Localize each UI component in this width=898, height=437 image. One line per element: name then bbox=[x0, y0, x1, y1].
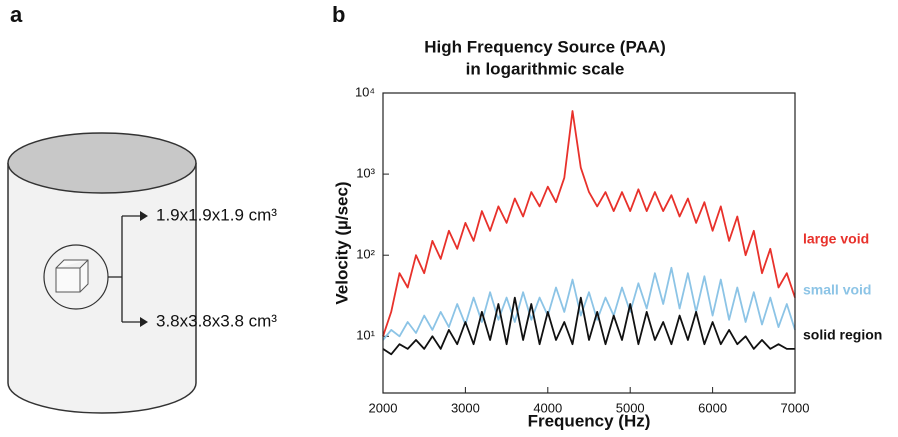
x-tick-label: 2000 bbox=[369, 400, 398, 415]
chart-subtitle: in logarithmic scale bbox=[466, 59, 625, 78]
series-line bbox=[382, 110, 796, 337]
connector bbox=[108, 215, 140, 323]
legend-label: small void bbox=[803, 282, 871, 298]
x-tick-label: 4000 bbox=[533, 400, 562, 415]
dimension-label: 3.8x3.8x3.8 cm³ bbox=[156, 311, 277, 330]
plot-frame bbox=[382, 92, 796, 394]
x-axis-label: Frequency (Hz) bbox=[528, 411, 651, 430]
series-line bbox=[382, 266, 796, 341]
x-tick-label: 3000 bbox=[451, 400, 480, 415]
chart-title: High Frequency Source (PAA) bbox=[424, 37, 666, 56]
y-tick-label: 10⁴ bbox=[355, 84, 375, 99]
legend-label: large void bbox=[803, 231, 869, 247]
y-tick-label: 10³ bbox=[356, 166, 375, 181]
cube bbox=[55, 259, 89, 293]
cylinder-top bbox=[7, 132, 197, 194]
x-tick-label: 7000 bbox=[781, 400, 810, 415]
cylinder-diagram bbox=[7, 132, 197, 414]
dimension-label: 1.9x1.9x1.9 cm³ bbox=[156, 205, 277, 224]
panel-label: b bbox=[332, 2, 345, 27]
y-tick-label: 10² bbox=[356, 247, 375, 262]
series-line bbox=[382, 296, 795, 356]
y-tick-label: 10¹ bbox=[356, 328, 375, 343]
legend-label: solid region bbox=[803, 327, 882, 343]
x-tick-label: 5000 bbox=[616, 400, 645, 415]
y-axis-label: Velocity (µ/sec) bbox=[332, 181, 351, 304]
panel-label: a bbox=[10, 2, 23, 27]
x-tick-label: 6000 bbox=[698, 400, 727, 415]
